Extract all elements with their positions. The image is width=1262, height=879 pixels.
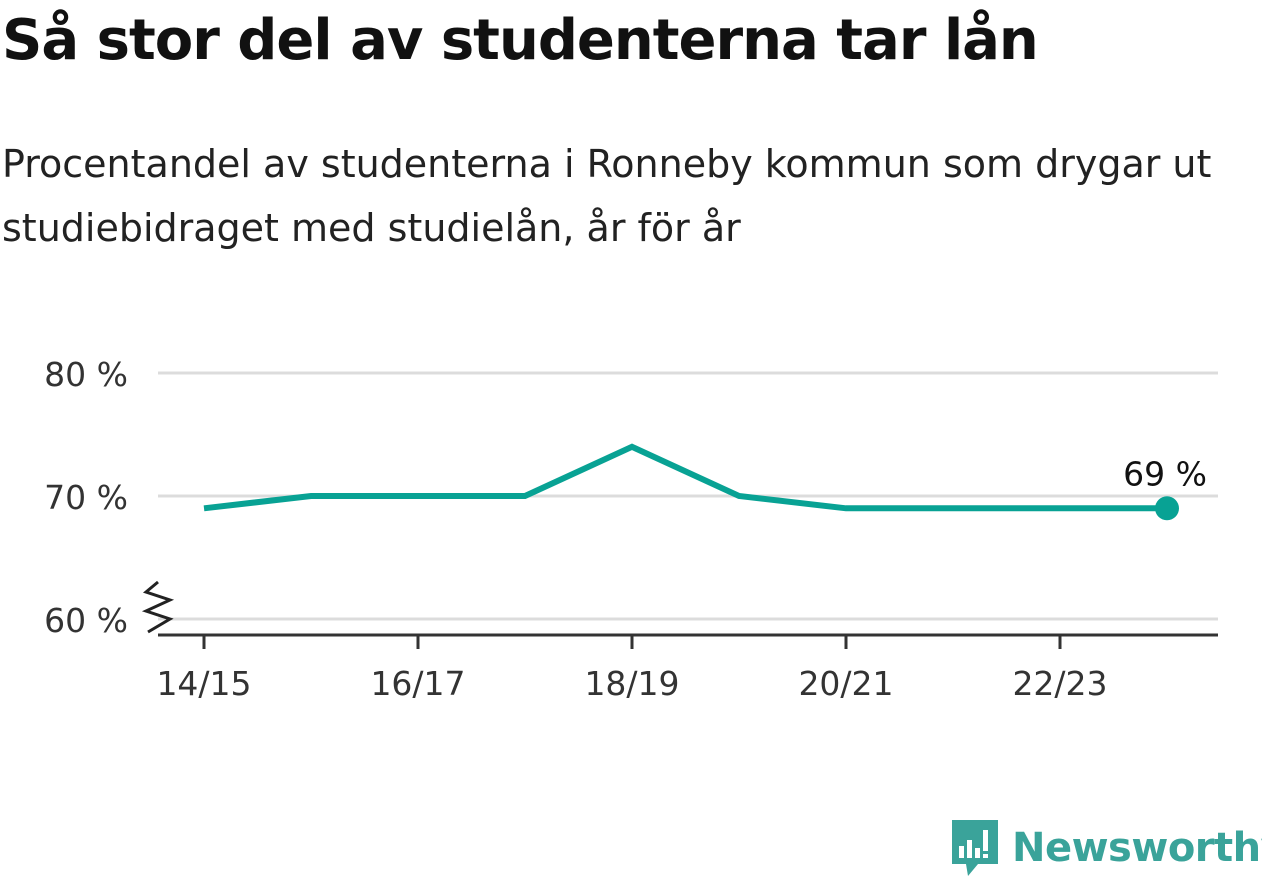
axis-break-icon <box>141 580 175 634</box>
y-tick-label: 60 % <box>44 601 128 640</box>
x-tick-label: 18/19 <box>584 664 679 703</box>
x-tick-label: 22/23 <box>1012 664 1107 703</box>
brand-name: Newsworthy <box>1012 825 1262 871</box>
data-point <box>950 505 956 511</box>
series-layer: 69 % <box>201 443 1207 521</box>
data-point <box>201 505 207 511</box>
y-tick-label: 70 % <box>44 478 128 517</box>
end-point-marker <box>1155 496 1179 521</box>
series-line <box>203 443 1167 512</box>
data-point <box>843 505 849 511</box>
newsworthy-logo: Newsworthy <box>950 818 1262 878</box>
y-tick-label: 80 % <box>44 355 128 394</box>
y-axis-tick-labels: 60 % 70 % 80 % <box>44 355 128 640</box>
x-tick-label: 16/17 <box>370 664 465 703</box>
data-point <box>308 493 314 499</box>
chart-subtitle: Procentandel av studenterna i Ronneby ko… <box>2 142 1212 250</box>
line-chart: 60 % 70 % 80 % 14/15 16/17 18/19 20/21 22/23 6… <box>44 355 1218 703</box>
data-point <box>629 444 635 450</box>
bar-chart-badge-icon <box>952 820 998 876</box>
data-point <box>736 493 742 499</box>
chart-title: Så stor del av studenterna tar lån <box>2 8 1039 73</box>
x-axis <box>158 633 1218 649</box>
x-axis-tick-labels: 14/15 16/17 18/19 20/21 22/23 <box>156 664 1107 703</box>
data-point <box>1057 505 1063 511</box>
data-point <box>415 493 421 499</box>
gridlines <box>141 371 1218 634</box>
data-point <box>522 493 528 499</box>
x-tick-label: 20/21 <box>798 664 893 703</box>
x-tick-label: 14/15 <box>156 664 251 703</box>
end-value-label: 69 % <box>1123 454 1207 493</box>
